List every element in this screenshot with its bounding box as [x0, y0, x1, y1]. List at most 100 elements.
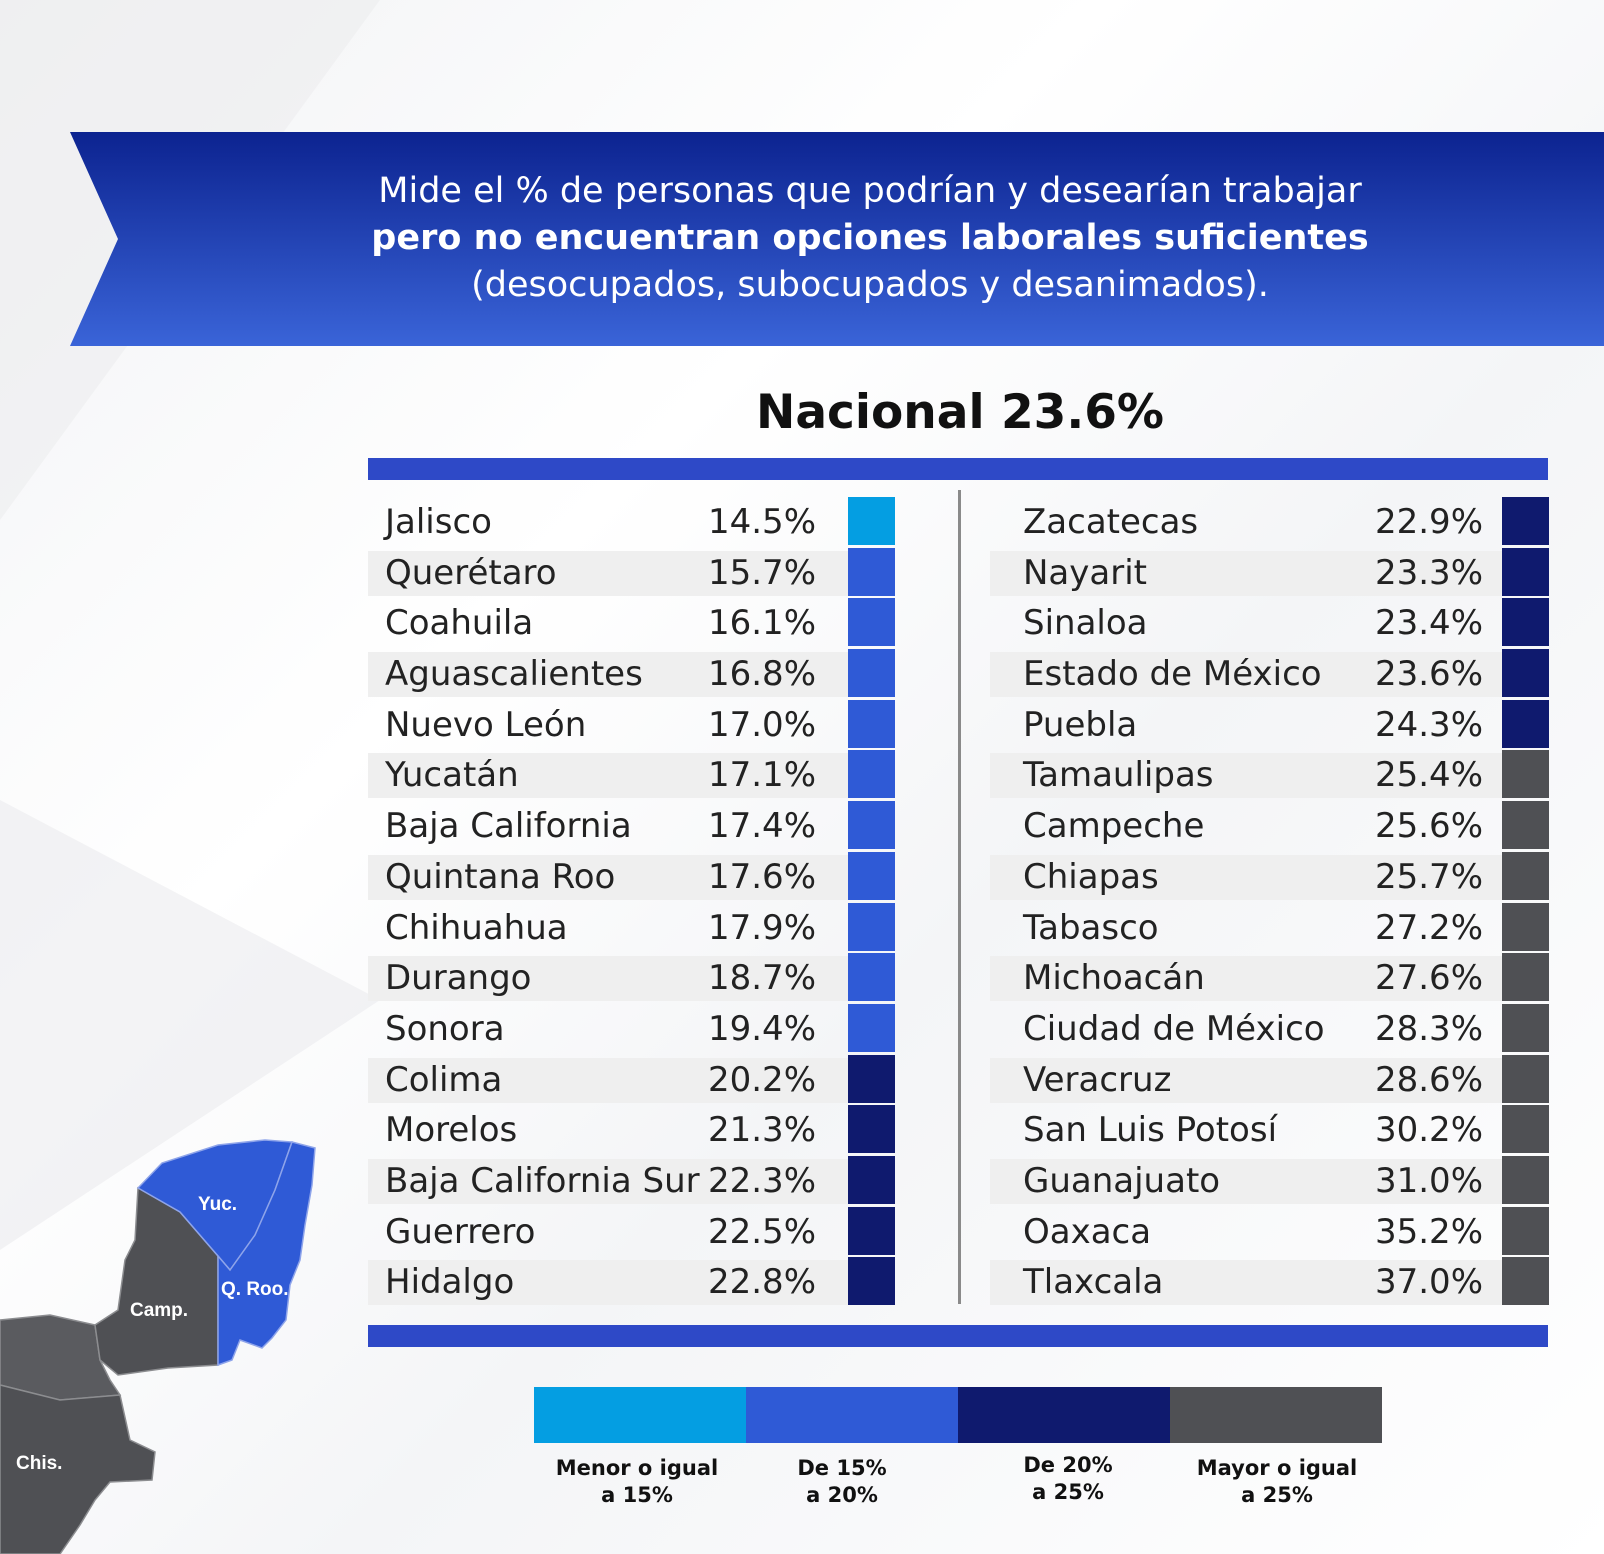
table-row: Yucatán 17.1%	[368, 750, 895, 801]
table-row: Ciudad de México 28.3%	[990, 1003, 1549, 1055]
legend-label-line-2: a 20%	[806, 1483, 878, 1507]
state-name: Veracruz	[1023, 1059, 1172, 1100]
state-percentage: 17.9%	[707, 907, 816, 948]
state-name: Guerrero	[385, 1211, 536, 1252]
table-row: Tlaxcala 37.0%	[990, 1257, 1549, 1308]
map-label-campeche: Camp.	[130, 1300, 188, 1321]
state-percentage: 35.2%	[1374, 1211, 1483, 1252]
state-percentage: 17.4%	[707, 806, 816, 847]
state-name: Tlaxcala	[1023, 1262, 1164, 1303]
table-row: Hidalgo 22.8%	[368, 1257, 895, 1308]
state-name: San Luis Potosí	[1023, 1110, 1278, 1151]
category-swatch	[1502, 953, 1549, 1002]
table-bottom-bar	[368, 1325, 1548, 1347]
table-column-left: Jalisco 14.5% Querétaro 15.7% Coahuila 16.1% A…	[368, 497, 895, 1308]
legend-label-line-1: Mayor o igual	[1196, 1456, 1358, 1480]
chart-title: Nacional 23.6%	[755, 385, 1164, 440]
column-divider	[958, 490, 961, 1304]
table-column-right: Zacatecas 22.9% Nayarit 23.3% Sinaloa 23.4% Es…	[990, 497, 1549, 1308]
state-percentage: 16.1%	[707, 603, 816, 644]
table-row: Tamaulipas 25.4%	[990, 750, 1549, 801]
state-percentage: 27.6%	[1374, 958, 1483, 999]
state-name: Colima	[385, 1059, 503, 1100]
category-swatch	[1502, 649, 1549, 698]
state-name: Tabasco	[1023, 907, 1159, 948]
table-row: Durango 18.7%	[368, 953, 895, 1004]
southeast-map: Yuc. Q. Roo. Camp. Chis.	[0, 1139, 316, 1554]
table-row: San Luis Potosí 30.2%	[990, 1105, 1549, 1156]
state-name: Nuevo León	[385, 704, 587, 745]
state-name: Nayarit	[1023, 552, 1147, 593]
table-row: Chihuahua 17.9%	[368, 902, 895, 954]
state-percentage: 22.5%	[707, 1211, 816, 1252]
category-swatch	[848, 801, 895, 850]
state-name: Oaxaca	[1023, 1211, 1152, 1252]
category-swatch	[848, 953, 895, 1002]
category-swatch	[848, 598, 895, 647]
state-percentage: 19.4%	[707, 1008, 816, 1049]
map-label-yucatan: Yuc.	[198, 1194, 237, 1215]
category-swatch	[1502, 1155, 1549, 1204]
state-percentage: 21.3%	[707, 1110, 816, 1151]
state-percentage: 27.2%	[1374, 907, 1483, 948]
legend-label-line-1: De 20%	[1023, 1453, 1113, 1477]
table-row: Morelos 21.3%	[368, 1105, 895, 1156]
state-name: Morelos	[385, 1110, 518, 1151]
state-name: Yucatán	[385, 755, 519, 796]
state-name: Quintana Roo	[385, 856, 616, 897]
category-swatch	[848, 649, 895, 698]
table-row: Zacatecas 22.9%	[990, 497, 1549, 548]
category-swatch	[848, 902, 895, 951]
banner-description: Mide el % de personas que podrían y dese…	[300, 168, 1440, 309]
category-swatch	[1502, 497, 1549, 545]
state-percentage: 17.0%	[707, 704, 816, 745]
map-state-quintana-roo	[217, 1141, 316, 1367]
category-swatch	[848, 750, 895, 799]
category-swatch	[1502, 1206, 1549, 1255]
state-name: Durango	[385, 958, 532, 999]
table-row: Baja California 17.4%	[368, 801, 895, 852]
state-percentage: 25.7%	[1374, 856, 1483, 897]
state-name: Coahuila	[385, 603, 534, 644]
category-swatch	[1502, 851, 1549, 900]
table-row: Veracruz 28.6%	[990, 1054, 1549, 1106]
state-percentage: 25.6%	[1374, 806, 1483, 847]
banner-line-3: (desocupados, subocupados y desanimados)…	[471, 265, 1269, 305]
category-swatch	[1502, 547, 1549, 596]
table-top-bar	[368, 458, 1548, 480]
table-row: Puebla 24.3%	[990, 699, 1549, 751]
state-name: Estado de México	[1023, 654, 1322, 695]
legend-label-line-2: a 25%	[1241, 1483, 1313, 1507]
state-percentage: 23.4%	[1374, 603, 1483, 644]
legend-label: Menor o igual a 15%	[517, 1455, 757, 1509]
legend-label: Mayor o igual a 25%	[1157, 1455, 1397, 1509]
category-swatch	[1502, 1054, 1549, 1103]
map-label-quintana-roo: Q. Roo.	[221, 1279, 289, 1300]
state-name: Chihuahua	[385, 907, 568, 948]
category-swatch	[1502, 598, 1549, 647]
state-name: Puebla	[1023, 704, 1138, 745]
category-swatch	[1502, 699, 1549, 748]
state-name: Tamaulipas	[1023, 755, 1214, 796]
category-swatch	[848, 1257, 895, 1306]
state-percentage: 28.3%	[1374, 1008, 1483, 1049]
category-swatch	[848, 1105, 895, 1154]
category-swatch	[1502, 1105, 1549, 1154]
category-swatch	[848, 699, 895, 748]
table-row: Baja California Sur 22.3%	[368, 1155, 895, 1207]
category-swatch	[848, 547, 895, 596]
state-percentage: 18.7%	[707, 958, 816, 999]
state-percentage: 23.6%	[1374, 654, 1483, 695]
state-percentage: 15.7%	[707, 552, 816, 593]
table-row: Querétaro 15.7%	[368, 547, 895, 599]
table-row: Coahuila 16.1%	[368, 598, 895, 649]
banner-line-2: pero no encuentran opciones laborales su…	[371, 218, 1369, 258]
category-swatch	[1502, 750, 1549, 799]
state-name: Michoacán	[1023, 958, 1205, 999]
state-percentage: 23.3%	[1374, 552, 1483, 593]
state-percentage: 22.9%	[1374, 502, 1483, 542]
table-row: Guanajuato 31.0%	[990, 1155, 1549, 1207]
table-row: Jalisco 14.5%	[368, 497, 895, 548]
category-swatch	[1502, 1003, 1549, 1052]
table-row: Chiapas 25.7%	[990, 851, 1549, 903]
